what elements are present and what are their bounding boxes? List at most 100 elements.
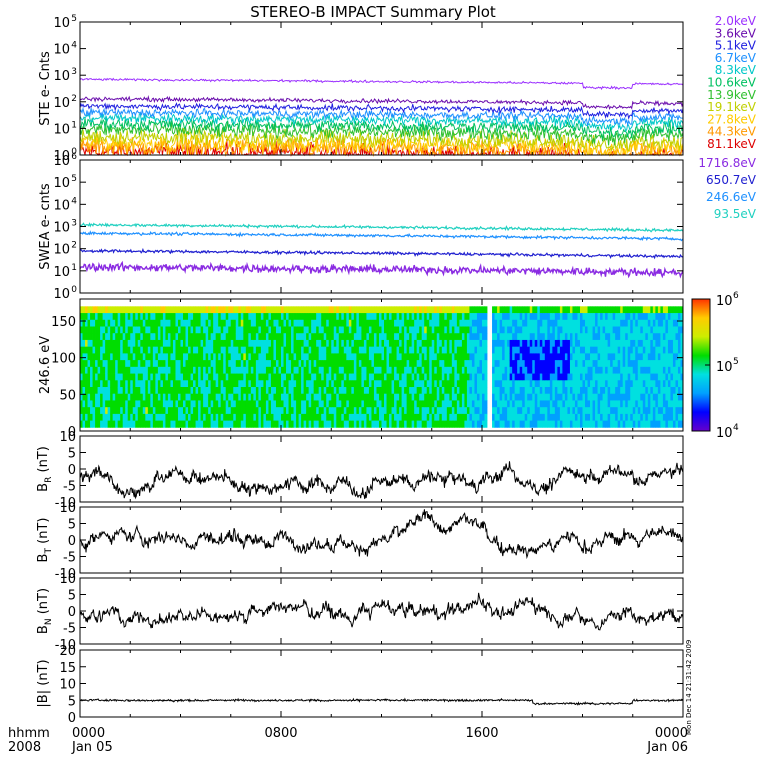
pad-heatmap-cell	[291, 366, 294, 374]
pad-heatmap-cell	[195, 346, 199, 354]
pad-heatmap-cell	[195, 353, 199, 361]
pad-heatmap-cell	[152, 339, 156, 348]
pad-heatmap-cell	[100, 393, 104, 401]
pad-heatmap-cell	[595, 353, 598, 361]
bt-ytick-label: 10	[59, 501, 76, 516]
pad-heatmap-cell	[283, 393, 287, 401]
pad-heatmap-cell	[539, 407, 543, 415]
pad-heatmap-cell	[286, 319, 289, 327]
pad-heatmap-cell	[394, 319, 397, 327]
pad-heatmap-cell	[240, 373, 244, 381]
pad-heatmap-cell	[306, 366, 310, 374]
pad-heatmap-cell	[680, 387, 684, 395]
pad-heatmap-cell	[198, 353, 201, 361]
pad-heatmap-cell	[542, 393, 546, 401]
pad-heatmap-cell	[336, 400, 340, 408]
pad-heatmap-cell	[265, 333, 269, 341]
pad-heatmap-cell	[348, 380, 352, 388]
pad-heatmap-cell	[404, 407, 408, 415]
pad-heatmap-cell	[597, 407, 601, 415]
pad-heatmap-cell	[394, 407, 397, 415]
pad-heatmap-cell	[466, 420, 470, 428]
pad-heatmap-cell	[469, 373, 473, 381]
pad-heatmap-cell	[172, 360, 176, 368]
pad-heatmap-cell	[615, 346, 619, 354]
pad-heatmap-cell	[602, 393, 606, 401]
pad-heatmap-cell	[406, 407, 410, 415]
pad-heatmap-cell	[655, 400, 659, 408]
pad-heatmap-cell	[132, 333, 136, 341]
pad-heatmap-cell	[293, 346, 297, 354]
pad-heatmap-cell	[577, 400, 581, 408]
pad-heatmap-cell	[270, 407, 274, 415]
pad-heatmap-cell	[471, 326, 475, 334]
pad-heatmap-cell	[622, 306, 626, 314]
pad-heatmap-cell	[296, 420, 299, 428]
pad-heatmap-cell	[198, 400, 201, 408]
pad-heatmap-cell	[110, 380, 114, 388]
pad-heatmap-cell	[97, 319, 101, 327]
pad-heatmap-cell	[662, 380, 666, 388]
pad-heatmap-cell	[632, 366, 636, 374]
pad-heatmap-cell	[672, 400, 676, 408]
pad-heatmap-cell	[165, 420, 169, 428]
pad-heatmap-cell	[680, 373, 684, 381]
pad-heatmap-cell	[371, 339, 375, 348]
pad-heatmap-cell	[358, 306, 362, 314]
pad-heatmap-cell	[439, 326, 443, 334]
pad-heatmap-cell	[567, 366, 571, 374]
pad-heatmap-cell	[313, 306, 317, 314]
pad-heatmap-cell	[177, 326, 181, 334]
pad-heatmap-cell	[132, 313, 136, 321]
pad-heatmap-cell	[627, 420, 631, 428]
pad-heatmap-cell	[378, 306, 382, 314]
pad-heatmap-cell	[127, 346, 131, 354]
pad-heatmap-cell	[657, 360, 661, 368]
pad-heatmap-cell	[605, 360, 609, 368]
pad-heatmap-cell	[409, 339, 413, 348]
pad-heatmap-cell	[328, 413, 332, 422]
pad-heatmap-cell	[434, 380, 438, 388]
pad-heatmap-cell	[396, 366, 400, 374]
pad-heatmap-cell	[665, 393, 669, 401]
pad-heatmap-cell	[238, 326, 242, 334]
pad-heatmap-cell	[162, 393, 166, 401]
pad-heatmap-cell	[514, 319, 518, 327]
pad-heatmap-cell	[142, 319, 146, 327]
pad-heatmap-cell	[258, 420, 262, 428]
pad-heatmap-cell	[80, 326, 83, 334]
pad-heatmap-cell	[145, 306, 149, 314]
pad-heatmap-cell	[225, 413, 229, 422]
pad-heatmap-cell	[85, 407, 88, 415]
pad-heatmap-cell	[361, 360, 365, 368]
pad-heatmap-cell	[268, 346, 272, 354]
pad-heatmap-cell	[547, 387, 551, 395]
pad-heatmap-cell	[660, 346, 664, 354]
pad-heatmap-cell	[183, 407, 186, 415]
pad-heatmap-cell	[210, 306, 214, 314]
pad-heatmap-cell	[612, 306, 616, 314]
pad-heatmap-cell	[386, 319, 390, 327]
pad-heatmap-cell	[258, 339, 262, 348]
pad-heatmap-cell	[577, 326, 581, 334]
pad-heatmap-cell	[441, 387, 445, 395]
pad-heatmap-cell	[127, 353, 131, 361]
pad-heatmap-cell	[569, 339, 573, 348]
pad-heatmap-cell	[130, 420, 134, 428]
pad-heatmap-cell	[635, 407, 639, 415]
pad-heatmap-cell	[165, 360, 169, 368]
pad-heatmap-cell	[110, 407, 114, 415]
pad-heatmap-cell	[311, 313, 315, 321]
pad-heatmap-cell	[200, 373, 204, 381]
pad-heatmap-cell	[476, 387, 480, 395]
pad-heatmap-cell	[625, 313, 629, 321]
pad-heatmap-cell	[351, 373, 355, 381]
pad-heatmap-cell	[105, 373, 109, 381]
pad-heatmap-cell	[657, 413, 661, 422]
pad-heatmap-cell	[193, 413, 196, 422]
pad-heatmap-cell	[572, 353, 576, 361]
pad-heatmap-cell	[343, 387, 347, 395]
pad-heatmap-cell	[592, 346, 596, 354]
swea-ytick-exponent: 3	[71, 219, 77, 229]
pad-heatmap-cell	[170, 333, 174, 341]
